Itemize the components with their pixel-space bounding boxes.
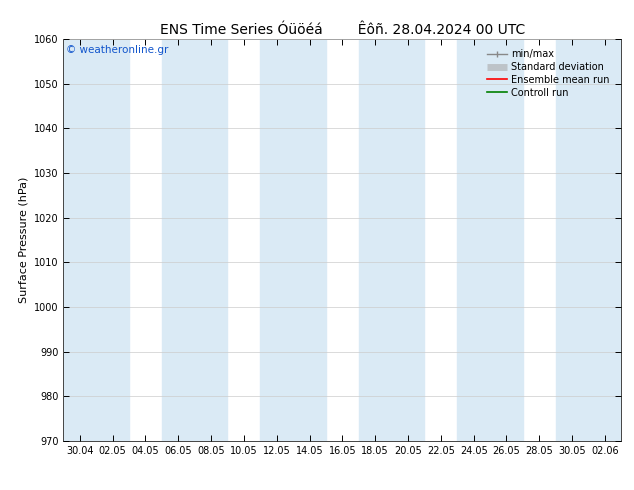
Bar [359, 39, 424, 441]
Y-axis label: Surface Pressure (hPa): Surface Pressure (hPa) [18, 177, 29, 303]
Bar [63, 39, 129, 441]
Bar [162, 39, 228, 441]
Bar [555, 39, 621, 441]
Bar [261, 39, 326, 441]
Bar [457, 39, 523, 441]
Title: ENS Time Series Óüöéá        Êôñ. 28.04.2024 00 UTC: ENS Time Series Óüöéá Êôñ. 28.04.2024 00… [160, 23, 525, 37]
Text: © weatheronline.gr: © weatheronline.gr [66, 45, 169, 55]
Legend: min/max, Standard deviation, Ensemble mean run, Controll run: min/max, Standard deviation, Ensemble me… [483, 45, 614, 102]
